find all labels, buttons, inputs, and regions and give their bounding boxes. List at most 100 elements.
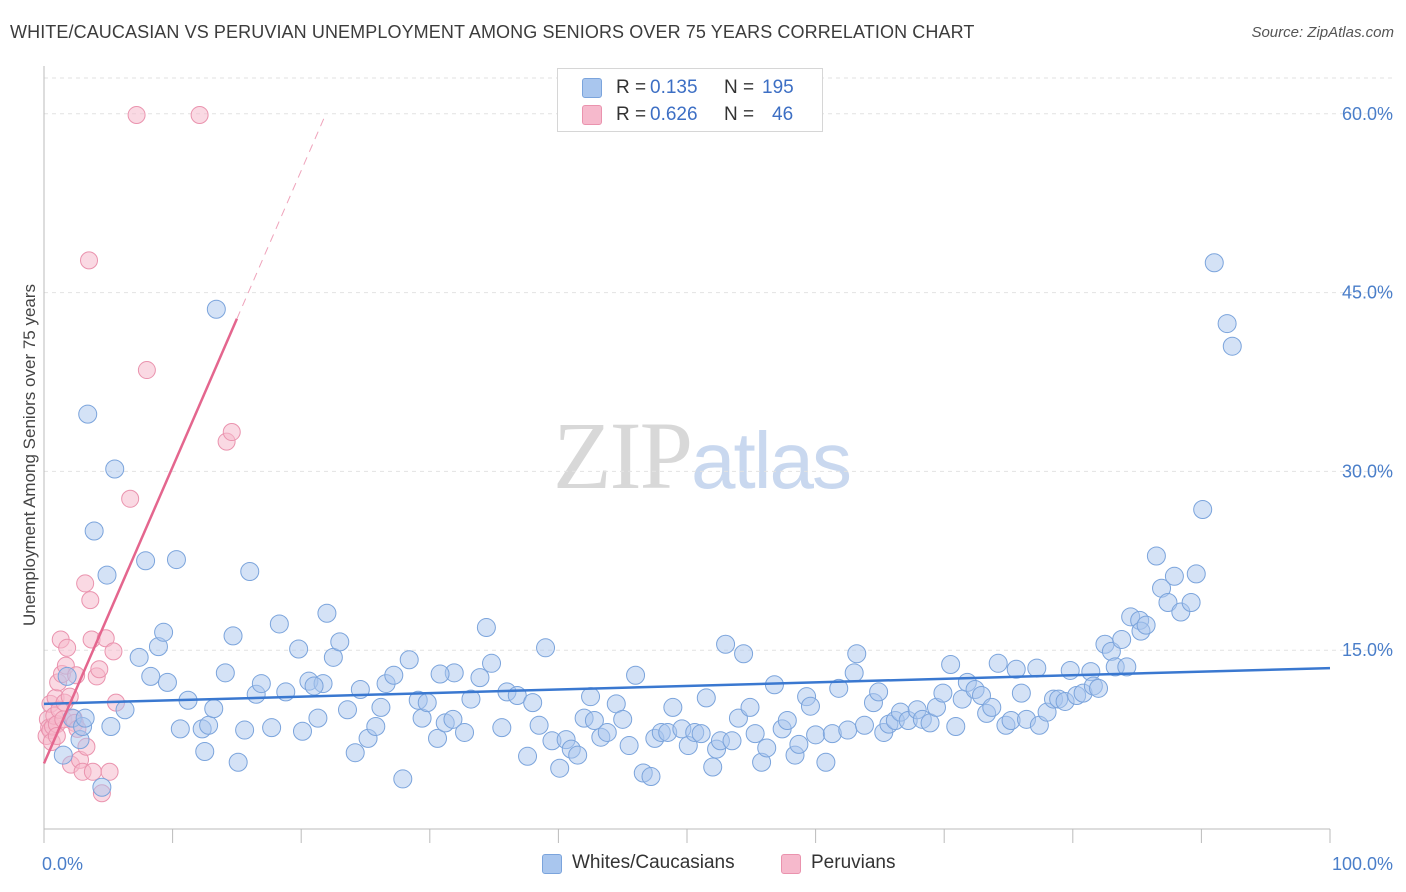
y-tick-label: 15.0% — [1342, 640, 1393, 660]
y-tick-label: 45.0% — [1342, 283, 1393, 303]
whites-point — [641, 767, 661, 787]
whites-point — [626, 665, 646, 685]
whites-point — [757, 738, 777, 758]
whites-point — [1222, 336, 1242, 356]
whites-point — [822, 724, 842, 744]
whites-point — [1011, 683, 1031, 703]
whites-point — [523, 693, 543, 713]
whites-point — [251, 674, 271, 694]
whites-point — [933, 683, 953, 703]
peruvians-point — [222, 423, 241, 442]
peruvians-point — [190, 105, 209, 124]
whites-swatch — [542, 854, 562, 874]
whites-point — [476, 618, 496, 638]
peruvians-point — [76, 574, 95, 593]
whites-point — [461, 689, 481, 709]
whites-point — [384, 665, 404, 685]
whites-point — [581, 687, 601, 707]
peruvians-point — [121, 489, 140, 508]
whites-point — [78, 404, 98, 424]
whites-point — [470, 668, 490, 688]
whites-point — [1089, 678, 1109, 698]
whites-point — [101, 716, 121, 736]
whites-point — [847, 644, 867, 664]
whites-point — [75, 708, 95, 728]
whites-point — [703, 757, 723, 777]
whites-point — [1117, 657, 1137, 677]
whites-point — [269, 614, 289, 634]
whites-point — [946, 716, 966, 736]
whites-point — [1204, 253, 1224, 273]
whites-point — [53, 745, 73, 765]
r-value: 0.135 — [650, 77, 698, 98]
whites-point — [262, 718, 282, 738]
x-tick-label: 0.0% — [42, 854, 83, 874]
peruvians-point — [58, 638, 77, 657]
whites-point — [84, 521, 104, 541]
whites-point — [206, 299, 226, 319]
whites-point — [105, 459, 125, 479]
chart-title: WHITE/CAUCASIAN VS PERUVIAN UNEMPLOYMENT… — [10, 22, 975, 42]
whites-trend-line — [43, 666, 1331, 706]
y-tick-label: 60.0% — [1342, 104, 1393, 124]
watermark-atlas: atlas — [691, 416, 852, 505]
legend-row-whites: R = 0.135 N = 195 — [558, 75, 822, 101]
whites-point — [529, 715, 549, 735]
whites-point — [844, 663, 864, 683]
whites-point — [722, 731, 742, 751]
whites-point — [330, 632, 350, 652]
whites-point — [1158, 593, 1178, 613]
whites-point — [223, 626, 243, 646]
whites-point — [734, 644, 754, 664]
whites-point — [988, 653, 1008, 673]
whites-point — [292, 721, 312, 741]
whites-point — [777, 711, 797, 731]
source-label: Source: ZipAtlas.com — [1251, 24, 1394, 41]
whites-point — [215, 663, 235, 683]
whites-point — [235, 720, 255, 740]
whites-point — [455, 722, 475, 742]
whites-point — [430, 664, 450, 684]
whites-point — [1112, 629, 1132, 649]
whites-point — [518, 746, 538, 766]
peruvians-swatch — [582, 105, 602, 125]
whites-point — [854, 715, 874, 735]
peruvians-point — [127, 105, 146, 124]
whites-point — [154, 622, 174, 642]
whites-point — [428, 728, 448, 748]
peruvians-point — [100, 762, 119, 781]
whites-point — [597, 722, 617, 742]
whites-point — [869, 682, 889, 702]
whites-point — [613, 709, 633, 729]
n-value: 46 — [772, 104, 794, 125]
whites-point — [482, 653, 502, 673]
whites-point — [1193, 500, 1213, 520]
peruvians-point — [83, 762, 102, 781]
whites-point — [982, 697, 1002, 717]
peruvians-trend-line — [42, 318, 239, 764]
whites-point — [92, 777, 112, 797]
whites-point — [136, 551, 156, 571]
peruvians-point — [90, 660, 109, 679]
n-label: N = — [724, 104, 755, 125]
whites-point — [317, 603, 337, 623]
whites-point — [199, 715, 219, 735]
watermark: ZIPatlas — [553, 400, 852, 511]
whites-point — [57, 666, 77, 686]
peruvians-point — [81, 591, 100, 610]
whites-point — [337, 700, 357, 720]
whites-point — [740, 697, 760, 717]
watermark-zip: ZIP — [553, 402, 693, 509]
whites-point — [308, 708, 328, 728]
whites-point — [393, 769, 413, 789]
whites-point — [663, 697, 683, 717]
whites-point — [195, 742, 215, 762]
whites-point — [157, 672, 177, 692]
whites-point — [568, 745, 588, 765]
correlation-legend: R = 0.135 N = 195 R = 0.626 N = 46 — [557, 68, 823, 132]
whites-point — [228, 752, 248, 772]
legend-row-peruvians: R = 0.626 N = 46 — [558, 102, 822, 128]
peruvians-trend-extension — [236, 117, 325, 319]
whites-point — [619, 736, 639, 756]
whites-point — [789, 734, 809, 754]
